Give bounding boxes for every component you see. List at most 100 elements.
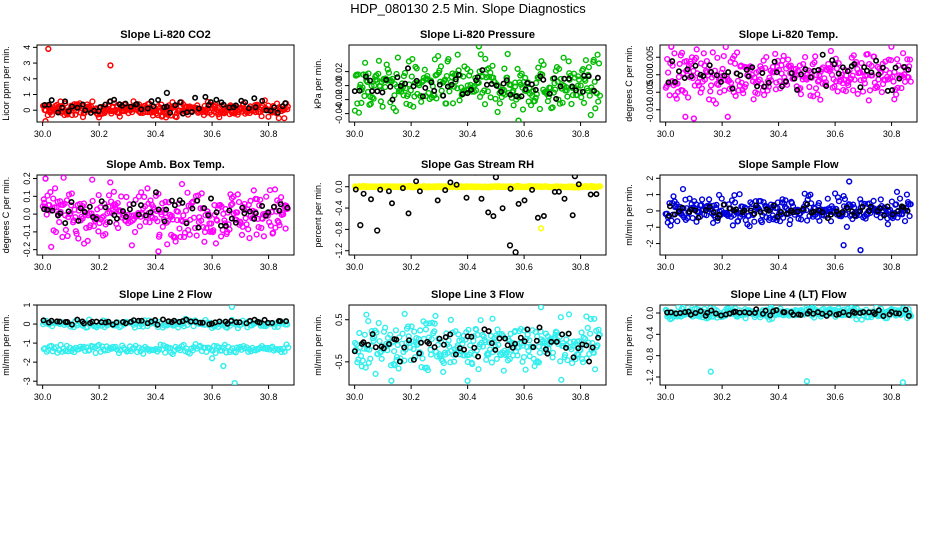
average-point <box>857 208 864 215</box>
average-point <box>389 96 396 103</box>
data-point <box>679 186 687 193</box>
data-point <box>177 233 184 241</box>
data-point <box>440 360 448 367</box>
average-point <box>856 309 863 316</box>
data-point <box>361 92 368 100</box>
data-point <box>53 204 60 211</box>
average-point <box>737 72 744 79</box>
data-point <box>712 100 720 107</box>
average-point <box>565 75 572 82</box>
average-point <box>501 335 508 342</box>
data-point <box>428 336 435 343</box>
outlier-point <box>512 249 519 255</box>
average-point <box>587 191 594 198</box>
average-point <box>572 87 579 94</box>
data-point <box>443 100 450 107</box>
average-point <box>228 215 235 222</box>
data-point <box>277 346 284 353</box>
average-point <box>551 75 558 82</box>
average-point <box>902 306 909 313</box>
data-point <box>535 64 542 71</box>
data-point <box>278 194 285 201</box>
average-point <box>771 58 778 65</box>
data-point <box>773 217 780 224</box>
average-point <box>79 101 86 108</box>
data-point <box>835 198 843 205</box>
data-point <box>762 64 769 72</box>
average-point <box>138 202 145 209</box>
data-point <box>59 233 66 241</box>
data-point <box>558 376 565 383</box>
data-point <box>784 56 792 63</box>
data-point <box>592 105 599 112</box>
average-point <box>367 196 374 203</box>
average-point <box>86 203 93 210</box>
data-point <box>815 77 823 84</box>
average-point <box>251 215 258 222</box>
outlier-point <box>571 175 579 180</box>
x-tick-label: 30.6 <box>826 392 844 402</box>
data-point <box>552 86 559 93</box>
data-point <box>831 190 839 197</box>
average-point <box>561 195 568 202</box>
data-point <box>100 213 107 220</box>
data-point <box>903 191 911 198</box>
data-point <box>585 64 593 71</box>
data-point <box>894 84 901 92</box>
average-point <box>666 203 673 210</box>
average-point <box>362 73 369 80</box>
average-point <box>155 206 162 213</box>
average-point <box>233 319 240 326</box>
average-point <box>133 101 140 108</box>
y-tick-label: -0.010 <box>645 97 655 123</box>
average-point <box>189 205 196 212</box>
data-point <box>146 219 153 226</box>
y-tick-label: 0.0 <box>645 307 655 320</box>
data-point <box>399 330 406 337</box>
data-point <box>569 91 577 99</box>
data-point <box>475 366 482 373</box>
average-point <box>474 74 481 81</box>
data-point <box>487 94 494 101</box>
y-axis-label: ml/min per min. <box>313 314 323 376</box>
data-point <box>782 197 789 204</box>
outlier-point <box>506 242 514 249</box>
average-point <box>478 195 485 202</box>
average-point <box>679 204 686 211</box>
data-point <box>587 316 594 323</box>
data-point <box>62 347 69 355</box>
y-tick-label: 1 <box>22 302 32 307</box>
data-point <box>221 217 228 224</box>
average-point <box>548 338 555 345</box>
average-point <box>867 203 874 210</box>
average-point <box>440 341 447 348</box>
average-point <box>483 81 490 88</box>
y-axis-label: Licor ppm per min. <box>1 46 11 121</box>
data-point <box>840 193 847 200</box>
data-point <box>797 216 805 223</box>
data-point <box>692 54 700 62</box>
average-point <box>267 107 274 114</box>
average-point <box>575 345 582 352</box>
data-point <box>261 97 268 104</box>
y-tick-label: -1 <box>645 223 655 231</box>
average-point <box>369 88 376 95</box>
data-point <box>356 329 363 337</box>
data-point <box>62 100 69 107</box>
data-point <box>555 65 563 73</box>
data-point <box>874 84 881 91</box>
data-point <box>265 113 272 120</box>
average-point <box>284 204 291 211</box>
average-point <box>675 208 682 215</box>
outlier-point <box>537 225 545 232</box>
data-point <box>102 231 109 238</box>
average-point <box>507 185 514 192</box>
average-point <box>256 319 263 326</box>
average-point <box>581 72 588 79</box>
outlier-point <box>899 379 907 385</box>
data-point <box>722 45 729 51</box>
data-point <box>815 199 823 207</box>
average-point <box>700 73 707 80</box>
data-point <box>275 114 282 122</box>
data-point <box>850 52 857 59</box>
